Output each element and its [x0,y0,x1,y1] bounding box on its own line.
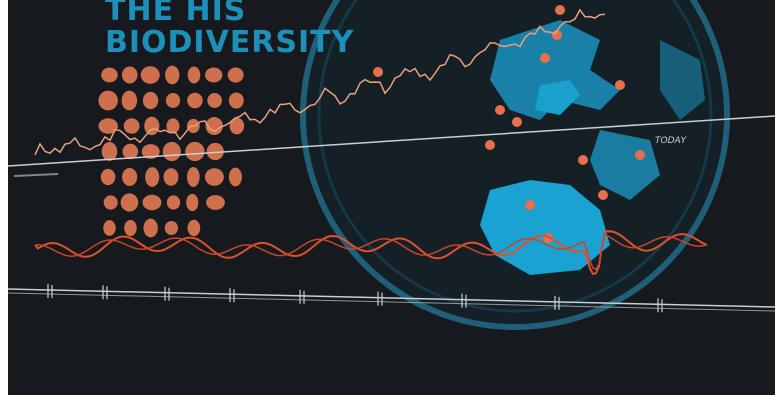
animal-icon [103,195,118,210]
animal-icon [122,167,138,187]
wave-line [34,233,708,271]
animal-icon [142,194,162,211]
animal-icon [140,66,160,84]
axis-line [8,288,775,308]
hotspot [540,53,550,63]
hotspot [578,155,588,165]
title-partial: THE HIS [105,0,246,28]
animal-icon [204,168,224,186]
animal-icon [205,117,223,135]
trend-line [34,8,606,156]
axis-ticks [47,283,663,313]
land [535,80,580,115]
land [490,20,620,120]
animal-icon [206,142,224,161]
animal-icon [187,92,203,109]
hotspot [512,117,522,127]
animal-icon [205,67,223,83]
today-label: TODAY [655,136,688,146]
animal-icon [185,141,205,162]
animal-icon [100,168,116,186]
title: BIODIVERSITY [105,25,355,60]
animal-icon [120,193,139,212]
animal-icon [164,220,179,236]
animal-icon [187,219,201,237]
land [660,40,705,120]
hotspot [555,5,565,15]
animal-icon [165,65,180,85]
animal-icon [162,141,181,162]
globe-ring [317,0,713,313]
hotspot [635,150,645,160]
animal-icon [98,90,118,111]
animal-icon [141,144,160,159]
animal-icon [123,118,140,134]
animal-icon [103,220,116,236]
animal-icon [187,66,201,84]
animal-icon [122,143,139,160]
animal-icon [186,167,200,187]
hotspot [373,67,383,77]
small-label [13,173,59,177]
hotspot [552,30,562,40]
animal-icon [229,117,245,135]
animal-icon [121,90,138,111]
hotspot [495,105,505,115]
timeline [8,115,775,167]
hotspot [615,80,625,90]
land [590,130,660,200]
screen: THE HIS BIODIVERSITY TODAY [8,0,775,395]
animal-icon [124,219,137,237]
animal-icon [98,118,118,134]
animal-icon [121,66,138,84]
animal-icon [165,92,181,109]
hotspot [485,140,495,150]
animal-icon [163,168,179,186]
animal-icon [228,167,242,187]
animal-icon [166,195,181,210]
animal-icon [143,218,158,238]
animal-icon [142,91,159,110]
animal-icon [227,67,244,83]
animal-icon [101,67,118,83]
animal-icon [166,118,180,134]
hotspots [373,5,645,243]
animal-icon [206,195,225,210]
animal-icon [228,92,244,109]
animal-icon [145,167,160,187]
animal-icon [207,93,222,108]
axis-line [8,292,775,312]
icon-grid [98,65,245,238]
animal-icon [186,193,199,212]
animal-icon [144,116,160,136]
animal-icon [101,141,118,162]
hotspot [525,200,535,210]
hotspot [598,190,608,200]
